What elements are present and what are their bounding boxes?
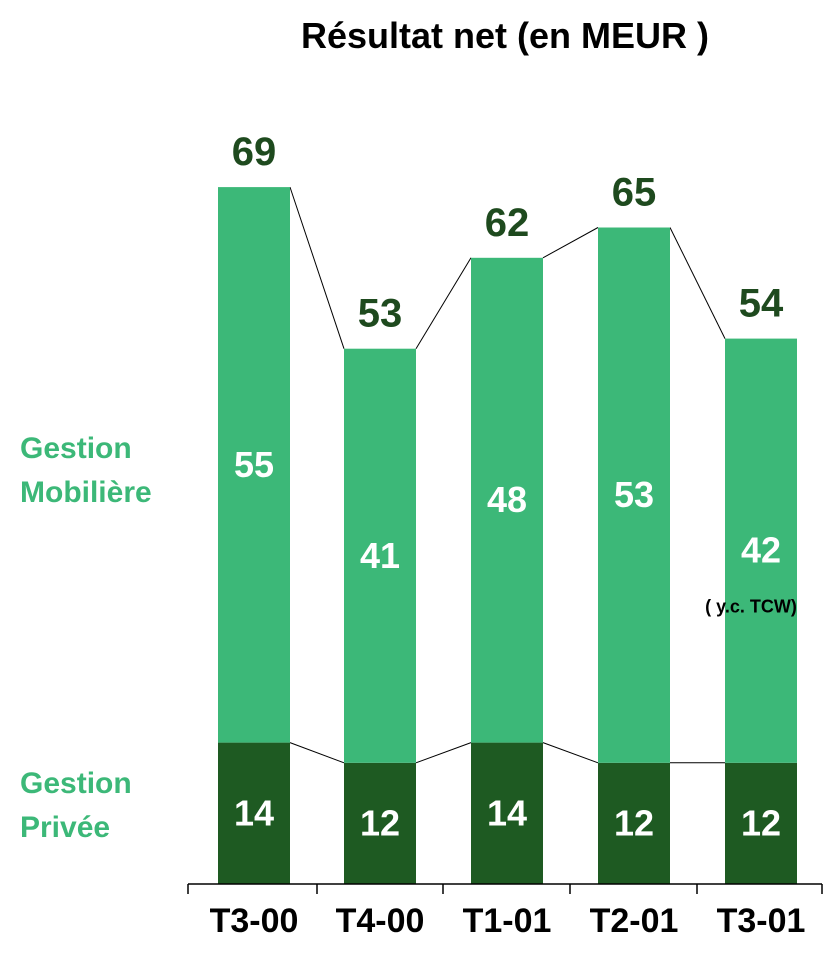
connector-top <box>669 227 726 339</box>
bar-mobiliere-T2-01 <box>598 227 670 763</box>
category-label-T4-00: T4-00 <box>336 902 425 940</box>
total-label-T3-00: 69 <box>232 130 277 174</box>
bar-mobiliere-T1-01 <box>471 257 543 743</box>
category-label-T3-00: T3-00 <box>210 902 299 940</box>
bar-privee-T3-01 <box>725 762 797 884</box>
value-label-mobiliere-T3-01: 42 <box>741 530 781 571</box>
connector-mid <box>542 742 599 764</box>
connector-top <box>415 257 472 349</box>
bars <box>218 187 797 884</box>
category-label-T2-01: T2-01 <box>590 902 679 940</box>
value-label-privee-T3-01: 12 <box>741 802 781 843</box>
bar-privee-T2-01 <box>598 762 670 884</box>
value-label-mobiliere-T1-01: 48 <box>487 479 527 520</box>
bar-privee-T4-00 <box>344 762 416 884</box>
category-label-T3-01: T3-01 <box>717 902 806 940</box>
data-labels: 69 55 14 53 41 12 62 48 14 65 53 12 54 42 12 ( y.c. TCW… <box>232 130 797 843</box>
value-label-privee-T1-01: 14 <box>487 792 527 833</box>
bar-mobiliere-T3-00 <box>218 187 290 743</box>
legend-mobiliere-line1: Gestion <box>20 432 132 465</box>
legend-mobiliere-line2: Mobilière <box>20 476 152 509</box>
category-label-T1-01: T1-01 <box>463 902 552 940</box>
total-label-T4-00: 53 <box>358 292 403 336</box>
bar-mobiliere-T3-01 <box>725 338 797 763</box>
value-label-mobiliere-T3-00: 55 <box>234 444 274 485</box>
x-axis-ticks <box>187 884 823 894</box>
category-labels: T3-00 T4-00 T1-01 T2-01 T3-01 <box>210 902 806 940</box>
connector-top <box>542 227 599 259</box>
connector-mid <box>415 742 472 764</box>
legend-privee-line1: Gestion <box>20 767 132 800</box>
connector-lines <box>289 186 726 764</box>
connector-mid <box>289 742 345 764</box>
bar-privee-T1-01 <box>471 742 543 884</box>
connector-top <box>289 186 345 349</box>
total-label-T2-01: 65 <box>612 171 657 215</box>
annotation-T3-01: ( y.c. TCW) <box>705 597 797 617</box>
value-label-mobiliere-T2-01: 53 <box>614 474 654 515</box>
value-label-mobiliere-T4-00: 41 <box>360 535 400 576</box>
legend-privee-line2: Privée <box>20 811 110 844</box>
bar-mobiliere-T4-00 <box>344 348 416 763</box>
total-label-T1-01: 62 <box>485 201 530 245</box>
value-label-privee-T2-01: 12 <box>614 802 654 843</box>
value-label-privee-T4-00: 12 <box>360 802 400 843</box>
total-label-T3-01: 54 <box>739 282 784 326</box>
bar-privee-T3-00 <box>218 742 290 884</box>
chart-title: Résultat net (en MEUR ) <box>301 15 709 56</box>
value-label-privee-T3-00: 14 <box>234 792 274 833</box>
